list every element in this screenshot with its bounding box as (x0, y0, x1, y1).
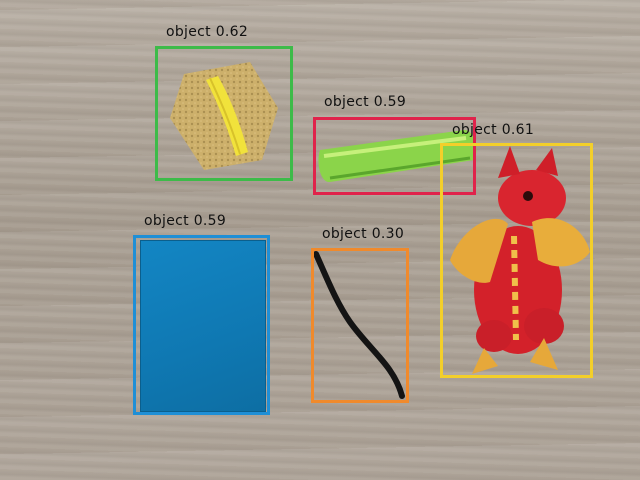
green-tube-object (318, 129, 477, 183)
red-dragon-toy-object (450, 146, 590, 374)
detection-box-tube (313, 117, 476, 195)
detection-label-dragon: object 0.61 (452, 122, 535, 138)
sponge-object (170, 62, 278, 170)
black-cable-object (313, 251, 405, 399)
detection-box-cable (311, 248, 409, 403)
detection-label-cable: object 0.30 (322, 226, 405, 242)
detection-label-sponge: object 0.62 (166, 24, 249, 40)
detection-box-sponge (155, 46, 293, 181)
detection-label-tube: object 0.59 (324, 94, 407, 110)
detection-box-dragon (440, 143, 593, 378)
detection-box-board (133, 235, 270, 415)
detection-label-board: object 0.59 (144, 213, 227, 229)
blue-board-object (140, 240, 266, 412)
